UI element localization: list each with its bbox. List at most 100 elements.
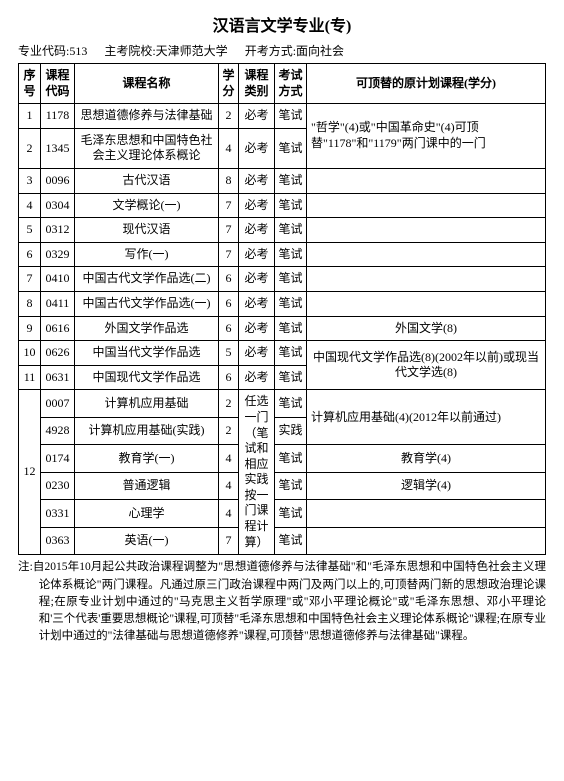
mode: 开考方式:面向社会: [245, 44, 344, 58]
cell-exam: 笔试: [275, 168, 307, 193]
course-table: 序号 课程代码 课程名称 学分 课程类别 考试方式 可顶替的原计划课程(学分) …: [18, 63, 546, 555]
footnote: 注:自2015年10月起公共政治课程调整为"思想道德修养与法律基础"和"毛泽东思…: [18, 559, 546, 645]
cell-code: 0230: [41, 472, 75, 499]
cell-exam: 笔试: [275, 291, 307, 316]
cell-exam: 笔试: [275, 242, 307, 267]
cell-code: 0411: [41, 291, 75, 316]
table-row: 9 0616 外国文学作品选 6 必考 笔试 外国文学(8): [19, 316, 546, 341]
sub-heading: 专业代码:513 主考院校:天津师范大学 开考方式:面向社会: [18, 42, 546, 59]
cell-exam: 笔试: [275, 341, 307, 366]
cell-code: 0096: [41, 168, 75, 193]
th-exam: 考试方式: [275, 64, 307, 104]
cell-code: 0007: [41, 390, 75, 417]
cell-category: 必考: [239, 365, 275, 390]
cell-name: 中国古代文学作品选(二): [75, 267, 219, 292]
cell-substitute: [307, 193, 546, 218]
table-row: 6 0329 写作(一) 7 必考 笔试: [19, 242, 546, 267]
table-row: 0230 普通逻辑 4 笔试 逻辑学(4): [19, 472, 546, 499]
cell-exam: 笔试: [275, 128, 307, 168]
cell-credit: 4: [219, 445, 239, 472]
cell-credit: 6: [219, 365, 239, 390]
cell-seq: 10: [19, 341, 41, 366]
cell-code: 0329: [41, 242, 75, 267]
cell-exam: 笔试: [275, 390, 307, 417]
cell-credit: 7: [219, 527, 239, 555]
cell-name: 心理学: [75, 500, 219, 527]
cell-code: 1178: [41, 104, 75, 129]
th-name: 课程名称: [75, 64, 219, 104]
cell-exam: 笔试: [275, 527, 307, 555]
cell-credit: 6: [219, 316, 239, 341]
cell-credit: 7: [219, 193, 239, 218]
cell-credit: 6: [219, 267, 239, 292]
cell-exam: 笔试: [275, 193, 307, 218]
cell-seq: 9: [19, 316, 41, 341]
cell-name: 毛泽东思想和中国特色社会主义理论体系概论: [75, 128, 219, 168]
cell-name: 中国当代文学作品选: [75, 341, 219, 366]
cell-exam: 笔试: [275, 316, 307, 341]
cell-code: 0616: [41, 316, 75, 341]
table-row: 8 0411 中国古代文学作品选(一) 6 必考 笔试: [19, 291, 546, 316]
cell-name: 中国古代文学作品选(一): [75, 291, 219, 316]
cell-exam: 笔试: [275, 104, 307, 129]
table-row: 5 0312 现代汉语 7 必考 笔试: [19, 218, 546, 243]
cell-category: 必考: [239, 316, 275, 341]
cell-code: 4928: [41, 417, 75, 444]
cell-substitute: 逻辑学(4): [307, 472, 546, 499]
cell-code: 1345: [41, 128, 75, 168]
cell-credit: 2: [219, 390, 239, 417]
cell-name: 普通逻辑: [75, 472, 219, 499]
cell-credit: 4: [219, 128, 239, 168]
cell-category: 必考: [239, 218, 275, 243]
th-seq: 序号: [19, 64, 41, 104]
table-row: 0363 英语(一) 7 笔试: [19, 527, 546, 555]
cell-name: 古代汉语: [75, 168, 219, 193]
table-row: 4 0304 文学概论(一) 7 必考 笔试: [19, 193, 546, 218]
table-row: 1 1178 思想道德修养与法律基础 2 必考 笔试 "哲学"(4)或"中国革命…: [19, 104, 546, 129]
school: 主考院校:天津师范大学: [104, 44, 227, 58]
cell-substitute: [307, 291, 546, 316]
cell-exam: 笔试: [275, 500, 307, 527]
cell-substitute: "哲学"(4)或"中国革命史"(4)可顶替"1178"和"1179"两门课中的一…: [307, 104, 546, 169]
cell-category: 必考: [239, 341, 275, 366]
table-row: 0331 心理学 4 笔试: [19, 500, 546, 527]
cell-substitute: [307, 218, 546, 243]
cell-code: 0410: [41, 267, 75, 292]
cell-category: 必考: [239, 193, 275, 218]
cell-substitute: 教育学(4): [307, 445, 546, 472]
cell-substitute: [307, 267, 546, 292]
cell-name: 思想道德修养与法律基础: [75, 104, 219, 129]
table-row: 3 0096 古代汉语 8 必考 笔试: [19, 168, 546, 193]
cell-name: 外国文学作品选: [75, 316, 219, 341]
cell-code: 0626: [41, 341, 75, 366]
cell-seq: 5: [19, 218, 41, 243]
cell-name: 计算机应用基础(实践): [75, 417, 219, 444]
cell-seq: 11: [19, 365, 41, 390]
table-row: 0174 教育学(一) 4 笔试 教育学(4): [19, 445, 546, 472]
cell-exam: 实践: [275, 417, 307, 444]
cell-category: 必考: [239, 267, 275, 292]
cell-exam: 笔试: [275, 218, 307, 243]
cell-name: 英语(一): [75, 527, 219, 555]
cell-name: 写作(一): [75, 242, 219, 267]
cell-code: 0312: [41, 218, 75, 243]
cell-substitute: 外国文学(8): [307, 316, 546, 341]
cell-seq: 2: [19, 128, 41, 168]
cell-seq: 3: [19, 168, 41, 193]
cell-name: 中国现代文学作品选: [75, 365, 219, 390]
th-category: 课程类别: [239, 64, 275, 104]
th-code: 课程代码: [41, 64, 75, 104]
cell-credit: 2: [219, 104, 239, 129]
cell-credit: 5: [219, 341, 239, 366]
cell-seq: 12: [19, 390, 41, 555]
cell-substitute: 中国现代文学作品选(8)(2002年以前)或现当代文学选(8): [307, 341, 546, 390]
cell-code: 0174: [41, 445, 75, 472]
cell-exam: 笔试: [275, 267, 307, 292]
table-row: 7 0410 中国古代文学作品选(二) 6 必考 笔试: [19, 267, 546, 292]
cell-name: 现代汉语: [75, 218, 219, 243]
cell-credit: 2: [219, 417, 239, 444]
table-row: 12 0007 计算机应用基础 2 任选一门（笔试和相应实践按一门课程计算） 笔…: [19, 390, 546, 417]
cell-substitute: [307, 168, 546, 193]
cell-substitute: [307, 242, 546, 267]
cell-category: 必考: [239, 242, 275, 267]
